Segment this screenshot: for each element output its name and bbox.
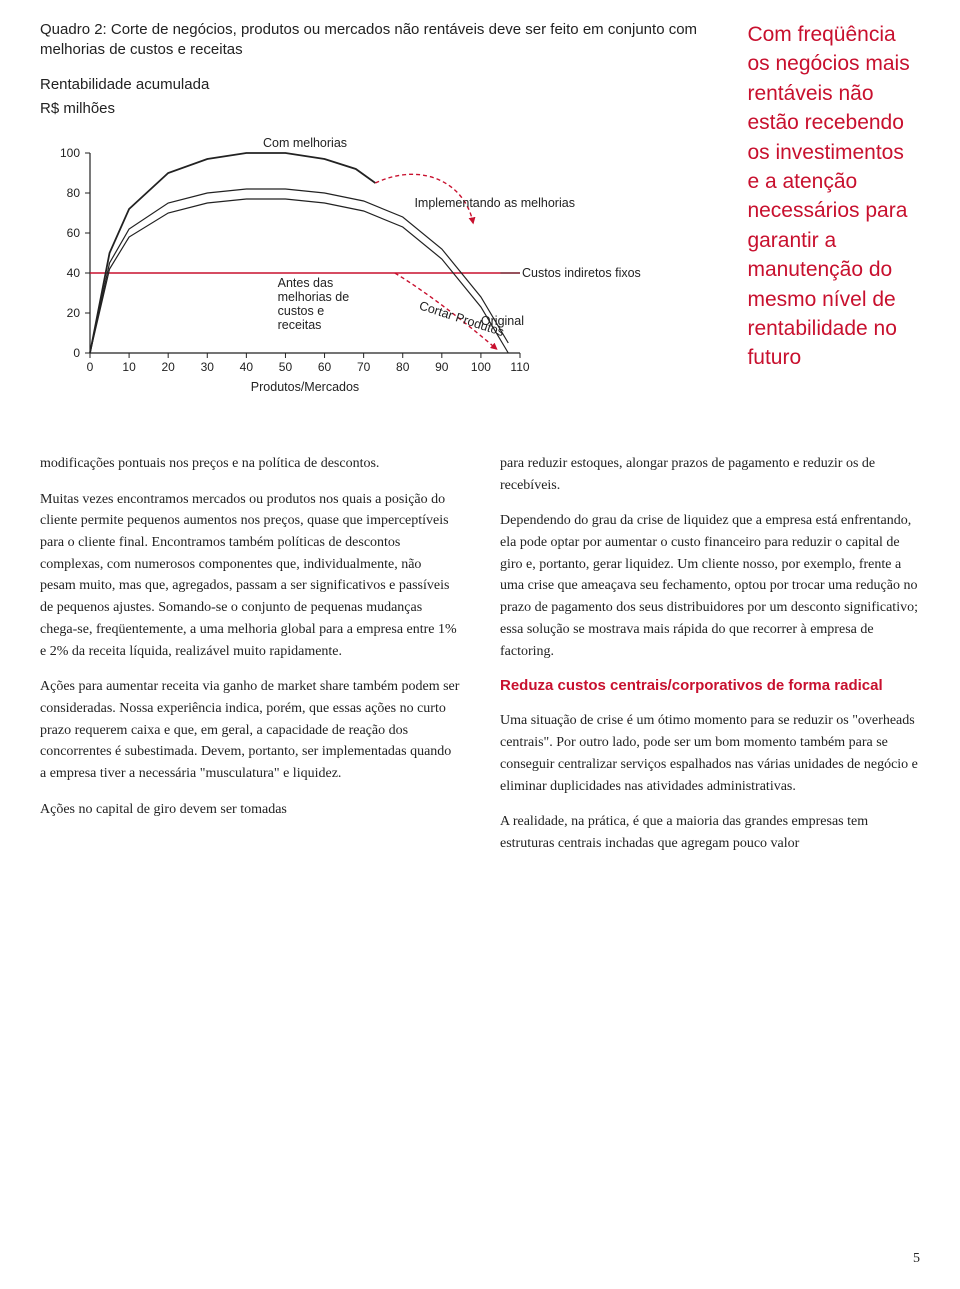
body-paragraph: modificações pontuais nos preços e na po… xyxy=(40,453,460,475)
svg-text:40: 40 xyxy=(67,266,81,280)
svg-text:90: 90 xyxy=(435,360,449,374)
body-paragraph: A realidade, na prática, é que a maioria… xyxy=(500,811,920,854)
chart-subtitle-1: Rentabilidade acumulada xyxy=(40,75,717,95)
page-number: 5 xyxy=(913,1251,920,1267)
svg-text:melhorias de: melhorias de xyxy=(278,290,350,304)
body-paragraph: Dependendo do grau da crise de liquidez … xyxy=(500,510,920,662)
svg-text:20: 20 xyxy=(162,360,176,374)
svg-text:80: 80 xyxy=(396,360,410,374)
body-paragraph: Ações no capital de giro devem ser tomad… xyxy=(40,799,460,821)
svg-text:Original: Original xyxy=(481,314,524,328)
svg-text:receitas: receitas xyxy=(278,318,322,332)
body-paragraph: Muitas vezes encontramos mercados ou pro… xyxy=(40,489,460,663)
svg-text:Implementando as melhorias: Implementando as melhorias xyxy=(414,196,575,210)
chart-and-callout-row: Quadro 2: Corte de negócios, produtos ou… xyxy=(40,20,920,413)
svg-text:70: 70 xyxy=(357,360,371,374)
body-text-columns: modificações pontuais nos preços e na po… xyxy=(40,453,920,869)
svg-text:Antes das: Antes das xyxy=(278,276,334,290)
svg-text:Custos indiretos fixos: Custos indiretos fixos xyxy=(522,266,641,280)
body-paragraph: Ações para aumentar receita via ganho de… xyxy=(40,676,460,784)
column-right: para reduzir estoques, alongar prazos de… xyxy=(500,453,920,869)
svg-text:60: 60 xyxy=(318,360,332,374)
body-paragraph: Uma situação de crise é um ótimo momento… xyxy=(500,710,920,797)
svg-text:80: 80 xyxy=(67,186,81,200)
svg-text:110: 110 xyxy=(510,360,529,374)
svg-text:10: 10 xyxy=(122,360,136,374)
svg-text:custos e: custos e xyxy=(278,304,325,318)
column-left: modificações pontuais nos preços e na po… xyxy=(40,453,460,869)
svg-text:60: 60 xyxy=(67,226,81,240)
svg-text:Com melhorias: Com melhorias xyxy=(263,136,347,150)
chart-block: Quadro 2: Corte de negócios, produtos ou… xyxy=(40,20,717,413)
chart-title: Quadro 2: Corte de negócios, produtos ou… xyxy=(40,20,717,61)
svg-text:30: 30 xyxy=(201,360,215,374)
chart-subtitle-2: R$ milhões xyxy=(40,99,717,119)
svg-text:50: 50 xyxy=(279,360,293,374)
profitability-chart: 0 20 40 60 80 100 0 10 20 30 40 50 60 70 80 90 100 110 Pro… xyxy=(40,123,680,413)
svg-text:0: 0 xyxy=(87,360,94,374)
callout-text: Com freqüência os negócios mais rentávei… xyxy=(747,20,920,413)
svg-text:0: 0 xyxy=(73,346,80,360)
svg-text:20: 20 xyxy=(67,306,81,320)
svg-text:100: 100 xyxy=(471,360,491,374)
svg-text:Produtos/Mercados: Produtos/Mercados xyxy=(251,380,359,394)
body-paragraph: para reduzir estoques, alongar prazos de… xyxy=(500,453,920,496)
section-heading: Reduza custos centrais/corporativos de f… xyxy=(500,676,920,696)
svg-text:100: 100 xyxy=(60,146,80,160)
svg-text:40: 40 xyxy=(240,360,254,374)
